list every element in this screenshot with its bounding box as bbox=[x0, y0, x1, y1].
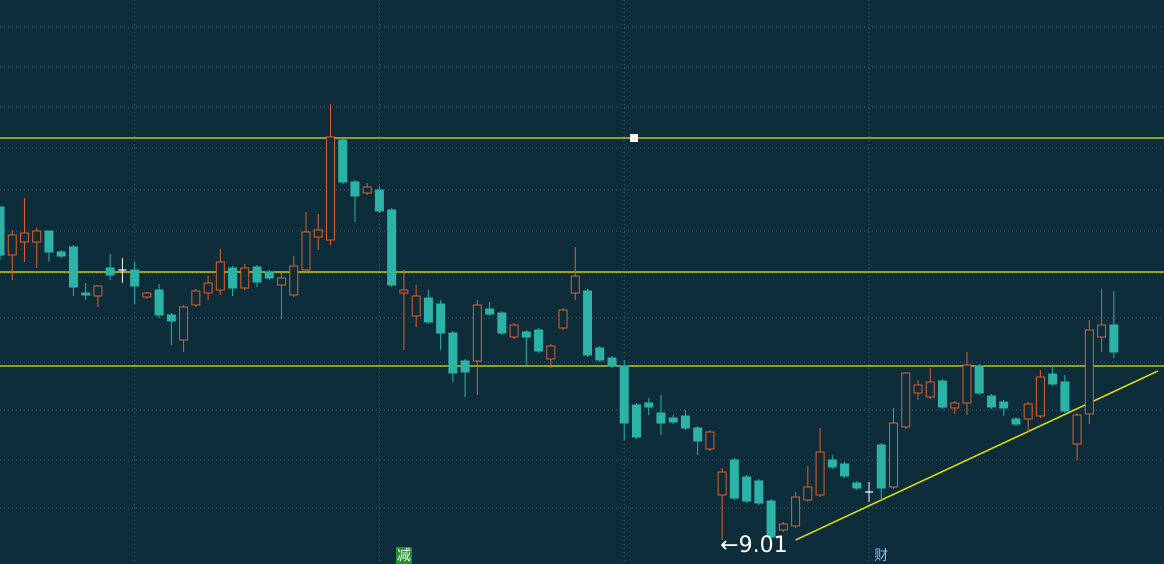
candle-body bbox=[937, 380, 947, 408]
candle-body bbox=[472, 304, 482, 362]
candle-body bbox=[742, 476, 752, 502]
candle-body bbox=[876, 444, 886, 489]
candle-body bbox=[179, 306, 189, 341]
event-marker-bg bbox=[395, 547, 412, 564]
candle-body bbox=[558, 309, 568, 329]
candle-body bbox=[644, 402, 654, 408]
line-handle bbox=[630, 134, 638, 142]
candle-body bbox=[607, 357, 617, 367]
candle-body bbox=[399, 289, 409, 294]
candle-body bbox=[411, 295, 421, 317]
candle-body bbox=[301, 231, 311, 271]
candle-body bbox=[252, 266, 262, 283]
candle-body bbox=[93, 285, 103, 297]
low-price-label: ←9.01 bbox=[720, 533, 787, 558]
candle-body bbox=[448, 332, 458, 374]
candle-body bbox=[962, 364, 972, 404]
candle-body bbox=[362, 186, 372, 194]
candle-body bbox=[0, 206, 5, 256]
candle-body bbox=[521, 331, 531, 338]
candle-body bbox=[534, 329, 544, 352]
candle-body bbox=[313, 229, 323, 238]
candle-body bbox=[154, 289, 164, 316]
candle-body bbox=[423, 297, 433, 323]
candle-body bbox=[203, 282, 213, 294]
candle-body bbox=[215, 261, 225, 291]
trend-line bbox=[795, 370, 1159, 541]
candle-body bbox=[583, 290, 593, 356]
candle-body bbox=[619, 365, 629, 424]
candle-body bbox=[56, 251, 66, 257]
candle-body bbox=[509, 324, 519, 338]
candle-body bbox=[374, 189, 384, 212]
candle-body bbox=[228, 267, 238, 289]
candle-body bbox=[717, 471, 727, 496]
candle-body bbox=[925, 381, 935, 398]
candle-body bbox=[546, 345, 556, 360]
candle-body bbox=[1023, 403, 1033, 420]
candle-body bbox=[827, 459, 837, 468]
candle-body bbox=[68, 246, 78, 288]
candle-body bbox=[913, 384, 923, 394]
candle-body bbox=[693, 427, 703, 442]
candle-body bbox=[791, 496, 801, 527]
candle-body bbox=[595, 347, 605, 361]
candle-body bbox=[105, 267, 115, 276]
candle-body bbox=[570, 275, 580, 294]
candle-body bbox=[81, 292, 91, 296]
candle-body bbox=[166, 314, 176, 322]
candle-body bbox=[350, 181, 360, 197]
candle-body bbox=[631, 404, 641, 438]
candle-body bbox=[1048, 373, 1058, 385]
candle-body bbox=[191, 290, 201, 306]
candle-body bbox=[460, 360, 470, 373]
candle-body bbox=[142, 292, 152, 298]
candle-body bbox=[7, 234, 17, 256]
candle-body bbox=[1060, 381, 1070, 412]
candle-body bbox=[338, 139, 348, 183]
candle-body bbox=[901, 372, 911, 428]
event-marker: 财 bbox=[874, 548, 888, 564]
candle-body bbox=[1084, 329, 1094, 415]
candle-body bbox=[656, 412, 666, 424]
candle-body bbox=[668, 417, 678, 423]
candle-body bbox=[889, 422, 899, 488]
candle-body bbox=[1035, 376, 1045, 417]
candle-body bbox=[1011, 418, 1021, 425]
candle-body bbox=[803, 486, 813, 501]
candle-body bbox=[130, 269, 140, 287]
candle-body bbox=[729, 459, 739, 499]
candle-body bbox=[766, 500, 776, 538]
candle-body bbox=[1109, 324, 1119, 353]
event-marker: 减 bbox=[397, 548, 411, 564]
candle-body bbox=[1072, 414, 1082, 445]
candle-body bbox=[436, 303, 446, 334]
candle-body bbox=[497, 312, 507, 334]
candle-body bbox=[974, 365, 984, 394]
candle-body bbox=[264, 271, 274, 279]
candle-body bbox=[277, 277, 287, 286]
candle-body bbox=[240, 267, 250, 289]
candle-body bbox=[950, 402, 960, 409]
candle-body bbox=[815, 451, 825, 496]
candle-body bbox=[840, 463, 850, 477]
candle-body bbox=[852, 482, 862, 489]
candle-body bbox=[387, 209, 397, 286]
candle-body bbox=[1097, 324, 1107, 338]
candle-body bbox=[485, 308, 495, 315]
candle-body bbox=[999, 401, 1009, 409]
candle-body bbox=[986, 395, 996, 408]
candle-body bbox=[754, 480, 764, 504]
candle-body bbox=[19, 232, 29, 243]
candle-body bbox=[289, 265, 299, 296]
candle-body bbox=[44, 230, 54, 253]
candle-body bbox=[778, 523, 788, 531]
candle-body bbox=[680, 415, 690, 429]
candle-body bbox=[705, 431, 715, 450]
candle-body bbox=[32, 230, 42, 243]
candle-body bbox=[325, 136, 335, 241]
